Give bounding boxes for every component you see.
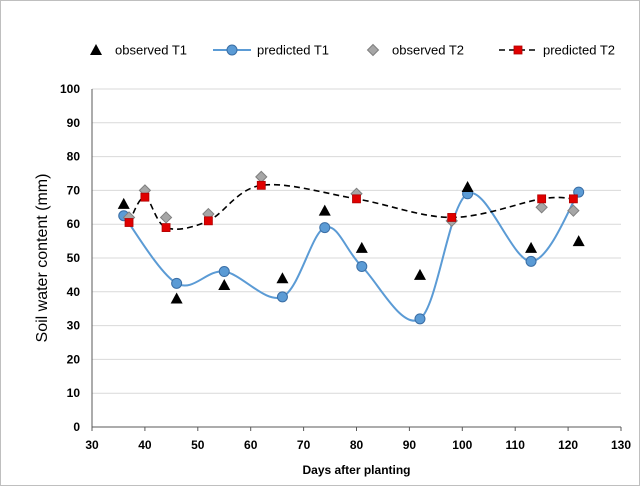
x-tick-label: 30	[85, 438, 99, 452]
y-axis-label: Soil water content (mm)	[34, 174, 51, 343]
predicted-t2-point	[256, 180, 266, 190]
predicted-t1-legend-marker	[226, 44, 238, 56]
y-tick-label: 10	[67, 386, 81, 400]
predicted-t1-point	[319, 222, 331, 234]
observed-t1-point	[170, 292, 183, 304]
y-tick-label: 90	[67, 116, 81, 130]
predicted-t2-legend-label: predicted T2	[543, 43, 615, 58]
predicted-t1-point	[356, 260, 368, 272]
observed-t2-point	[567, 204, 580, 217]
y-tick-label: 80	[67, 150, 81, 164]
predicted-t2-point	[140, 192, 150, 202]
predicted-t1-legend-label: predicted T1	[257, 43, 329, 58]
predicted-t2-point	[203, 216, 213, 226]
y-tick-label: 20	[67, 352, 81, 366]
x-tick-label: 60	[244, 438, 258, 452]
observed-t2-legend-label: observed T2	[392, 43, 464, 58]
x-tick-label: 90	[403, 438, 417, 452]
x-tick-label: 50	[191, 438, 205, 452]
predicted-t1-line	[122, 191, 580, 322]
predicted-t2-legend-marker	[513, 45, 523, 55]
predicted-t1-point	[171, 277, 183, 289]
series-layer	[117, 170, 585, 325]
predicted-t2-point	[124, 218, 134, 227]
predicted-t2-point	[447, 213, 457, 222]
x-tick-label: 110	[506, 438, 526, 452]
predicted-t1-point	[276, 291, 288, 303]
x-tick-label: 40	[138, 438, 152, 452]
x-axis-label: Days after planting	[302, 463, 410, 477]
axes	[91, 89, 622, 431]
y-tick-label: 40	[67, 285, 81, 299]
observed-t1-point	[218, 279, 231, 291]
observed-t2-point	[159, 211, 173, 224]
predicted-t1-point	[525, 255, 537, 267]
predicted-t1-point	[218, 266, 230, 278]
tick-labels: 0 10 20 30 40 50 60 70 80 90 100 30 40 50 60 70 80 90 100 1…	[60, 82, 631, 452]
y-tick-label: 70	[67, 183, 81, 197]
observed-t1-point	[355, 241, 368, 253]
observed-t1-point	[276, 272, 289, 284]
observed-t1-legend-marker	[90, 44, 102, 55]
x-tick-label: 80	[350, 438, 364, 452]
predicted-t2-point	[537, 194, 547, 204]
y-tick-label: 60	[67, 217, 81, 231]
predicted-t2-point	[568, 194, 578, 204]
gridlines	[92, 88, 621, 394]
observed-t1-point	[117, 197, 130, 209]
predicted-t2-point	[161, 223, 171, 232]
y-tick-label: 0	[73, 420, 80, 434]
observed-t1-point	[461, 181, 474, 193]
y-tick-label: 30	[67, 319, 81, 333]
observed-t2-legend-marker	[366, 43, 380, 57]
predicted-t2-point	[352, 194, 361, 204]
x-tick-label: 120	[558, 438, 578, 452]
y-tick-label: 50	[67, 251, 81, 265]
x-tick-label: 130	[611, 438, 631, 452]
observed-t1-point	[413, 268, 426, 280]
x-tick-label: 100	[452, 438, 472, 452]
observed-t2-point	[535, 201, 548, 214]
predicted-t2-line	[128, 183, 574, 230]
legend: observed T1 predicted T1 observed T2 predic…	[90, 43, 615, 58]
observed-t1-point	[525, 241, 538, 253]
observed-t1-legend-label: observed T1	[115, 43, 187, 58]
observed-t1-point	[572, 235, 585, 247]
y-tick-label: 100	[60, 82, 80, 96]
observed-t2-point	[255, 170, 268, 184]
predicted-t1-point	[414, 313, 426, 325]
x-tick-label: 70	[297, 438, 311, 452]
observed-t1-point	[318, 204, 331, 216]
